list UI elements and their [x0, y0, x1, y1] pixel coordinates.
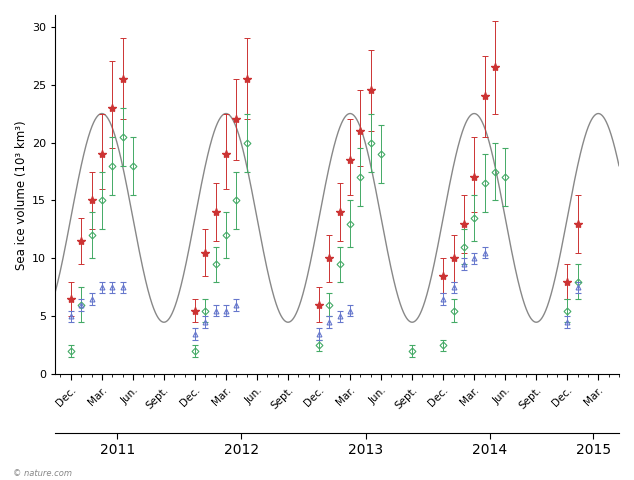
- Y-axis label: Sea ice volume (10³ km³): Sea ice volume (10³ km³): [15, 120, 28, 269]
- Text: © nature.com: © nature.com: [13, 468, 72, 478]
